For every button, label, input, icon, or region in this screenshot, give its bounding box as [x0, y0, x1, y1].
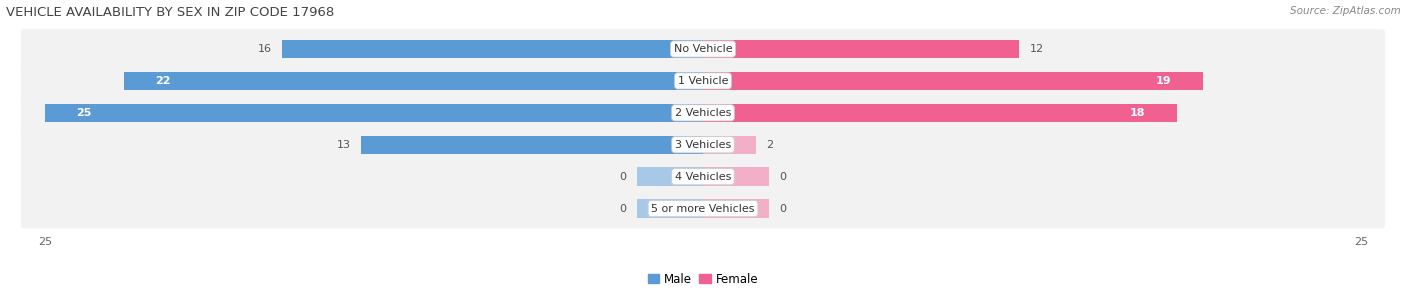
Bar: [703, 104, 1177, 122]
FancyBboxPatch shape: [21, 61, 1385, 101]
Text: 5 or more Vehicles: 5 or more Vehicles: [651, 203, 755, 214]
Text: 19: 19: [1156, 76, 1171, 86]
Text: Source: ZipAtlas.com: Source: ZipAtlas.com: [1289, 6, 1400, 16]
Bar: [281, 40, 703, 58]
FancyBboxPatch shape: [21, 157, 1385, 196]
Text: 18: 18: [1129, 108, 1144, 118]
Bar: [45, 104, 703, 122]
Bar: [124, 72, 703, 90]
Text: 1 Vehicle: 1 Vehicle: [678, 76, 728, 86]
Text: 2: 2: [766, 140, 773, 150]
Text: 0: 0: [620, 172, 627, 182]
FancyBboxPatch shape: [21, 93, 1385, 132]
Text: 0: 0: [779, 172, 786, 182]
Bar: [361, 136, 703, 154]
Bar: [703, 167, 769, 186]
Text: VEHICLE AVAILABILITY BY SEX IN ZIP CODE 17968: VEHICLE AVAILABILITY BY SEX IN ZIP CODE …: [6, 6, 333, 19]
Text: No Vehicle: No Vehicle: [673, 44, 733, 54]
FancyBboxPatch shape: [21, 29, 1385, 69]
Text: 3 Vehicles: 3 Vehicles: [675, 140, 731, 150]
Bar: [703, 40, 1019, 58]
Text: 16: 16: [257, 44, 271, 54]
Text: 13: 13: [336, 140, 350, 150]
Legend: Male, Female: Male, Female: [643, 268, 763, 290]
Text: 4 Vehicles: 4 Vehicles: [675, 172, 731, 182]
Bar: [703, 72, 1204, 90]
Text: 2 Vehicles: 2 Vehicles: [675, 108, 731, 118]
Bar: [703, 136, 755, 154]
Bar: [703, 199, 769, 218]
Text: 22: 22: [156, 76, 172, 86]
Text: 25: 25: [76, 108, 91, 118]
FancyBboxPatch shape: [21, 189, 1385, 228]
Text: 12: 12: [1029, 44, 1043, 54]
FancyBboxPatch shape: [21, 125, 1385, 165]
Bar: [637, 167, 703, 186]
Bar: [637, 199, 703, 218]
Text: 0: 0: [620, 203, 627, 214]
Text: 0: 0: [779, 203, 786, 214]
